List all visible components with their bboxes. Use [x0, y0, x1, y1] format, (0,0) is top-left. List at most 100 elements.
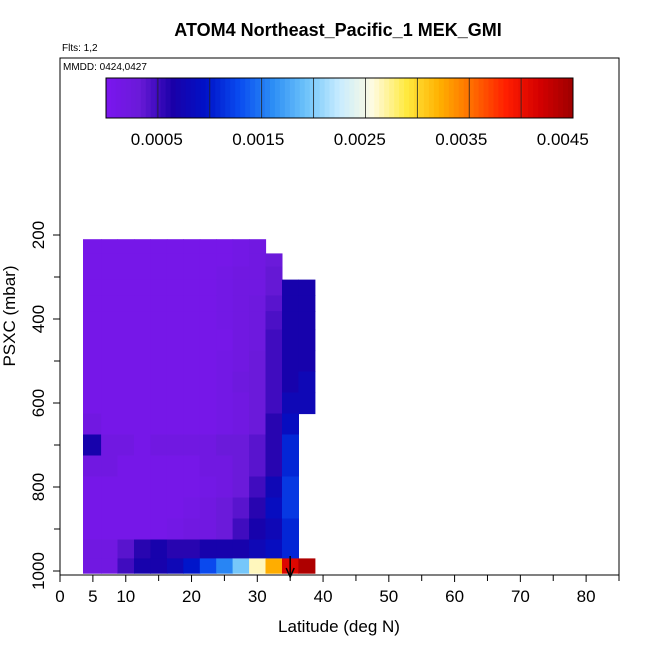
heatmap-cell — [216, 253, 234, 268]
heatmap-cell — [199, 311, 217, 331]
colorbar-swatch — [329, 78, 336, 118]
heatmap-cell — [134, 497, 151, 520]
heatmap-cell — [117, 311, 135, 331]
heatmap-cell — [101, 434, 119, 457]
heatmap-cell — [166, 497, 184, 520]
x-tick-label: 5 — [88, 587, 97, 606]
heatmap-cell — [216, 311, 234, 331]
heatmap-cell — [134, 476, 151, 499]
colorbar-swatch — [235, 78, 241, 118]
heatmap-cell — [232, 558, 250, 574]
heatmap-cell — [117, 497, 135, 520]
colorbar-swatch — [125, 78, 132, 118]
colorbar-swatch — [175, 78, 182, 118]
heatmap-cell — [101, 476, 119, 499]
heatmap-cell — [265, 371, 283, 394]
colorbar-swatch — [299, 78, 306, 118]
y-axis: 200 400 600 800 1000 — [29, 221, 60, 590]
colorbar-swatch — [160, 78, 167, 118]
heatmap-cell — [265, 518, 283, 541]
heatmap-cell — [249, 413, 267, 436]
heatmap-cell — [265, 539, 283, 559]
heatmap-cell — [282, 329, 299, 352]
heatmap-cell — [265, 413, 283, 436]
y-tick-label: 800 — [29, 473, 48, 501]
colorbar-swatch — [349, 78, 355, 118]
heatmap-cell — [166, 434, 184, 457]
colorbar-swatch — [443, 78, 450, 118]
dates-note: MMDD: 0424,0427 — [63, 62, 147, 73]
colorbar-swatch — [433, 78, 440, 118]
heatmap-cell — [249, 350, 267, 373]
heatmap-cell — [282, 497, 299, 520]
heatmap-cell — [265, 253, 283, 268]
colorbar-swatch — [528, 78, 534, 118]
colorbar-swatch — [503, 78, 509, 118]
heatmap-cell — [249, 239, 267, 254]
colorbar-swatch — [115, 78, 122, 118]
heatmap-cell — [150, 311, 168, 331]
colorbar-swatch — [324, 78, 331, 118]
colorbar-swatch — [409, 78, 415, 118]
colorbar-swatch — [180, 78, 186, 118]
heatmap-cell — [101, 518, 119, 541]
x-axis: 0 5 10 20 30 40 50 60 70 80 — [55, 575, 620, 606]
colorbar-tick-label: 0.0045 — [537, 130, 589, 149]
heatmap-cell — [183, 253, 201, 268]
heatmap-cell — [282, 539, 299, 559]
heatmap-cell — [83, 518, 102, 541]
heatmap-cell — [166, 558, 184, 574]
heatmap-cell — [199, 476, 217, 499]
colorbar-swatch — [374, 78, 380, 118]
colorbar-swatch — [483, 78, 490, 118]
heatmap-cell — [166, 539, 184, 559]
heatmap-cell — [199, 455, 217, 478]
heatmap-cell — [117, 539, 135, 559]
colorbar-swatch — [145, 78, 152, 118]
heatmap-cell — [265, 558, 283, 574]
heatmap-cell — [199, 371, 217, 394]
heatmap-cell — [150, 518, 168, 541]
colorbar-swatch — [458, 78, 465, 118]
x-tick-label: 0 — [55, 587, 64, 606]
heatmap-cell — [199, 239, 217, 254]
heatmap-cell — [117, 392, 135, 415]
colorbar-swatch — [195, 78, 201, 118]
heatmap-cell — [101, 266, 119, 281]
colorbar-swatch — [543, 78, 549, 118]
colorbar-swatch — [314, 78, 321, 118]
heatmap-cell — [249, 279, 267, 296]
heatmap-cell — [282, 476, 299, 499]
heatmap-cell — [134, 253, 151, 268]
heatmap-cell — [265, 455, 283, 478]
x-tick-label: 30 — [248, 587, 267, 606]
colorbar-swatch — [264, 78, 271, 118]
heatmap-cell — [166, 392, 184, 415]
colorbar-tick-label: 0.0015 — [232, 130, 284, 149]
colorbar-swatch — [513, 78, 519, 118]
heatmap-cell — [232, 539, 250, 559]
heatmap-cell — [249, 266, 267, 281]
colorbar-swatch — [478, 78, 485, 118]
heatmap-cell — [216, 329, 234, 352]
heatmap-cell — [83, 434, 102, 457]
colorbar-swatch — [568, 78, 574, 118]
heatmap-cell — [166, 239, 184, 254]
colorbar-swatch — [418, 78, 425, 118]
colorbar-swatch — [563, 78, 569, 118]
heatmap-cell — [101, 295, 119, 312]
colorbar-swatch — [488, 78, 495, 118]
heatmap-cell — [117, 518, 135, 541]
heatmap-cell — [166, 350, 184, 373]
heatmap-cell — [83, 476, 102, 499]
heatmap-cell — [83, 558, 102, 574]
heatmap-cell — [282, 455, 299, 478]
colorbar-tick-label: 0.0035 — [435, 130, 487, 149]
heatmap-cell — [282, 295, 299, 312]
heatmap-cell — [232, 350, 250, 373]
heatmap-cell — [298, 350, 316, 373]
heatmap-cell — [134, 279, 151, 296]
heatmap-cell — [265, 350, 283, 373]
heatmap-cell — [134, 266, 151, 281]
colorbar-swatch — [508, 78, 514, 118]
